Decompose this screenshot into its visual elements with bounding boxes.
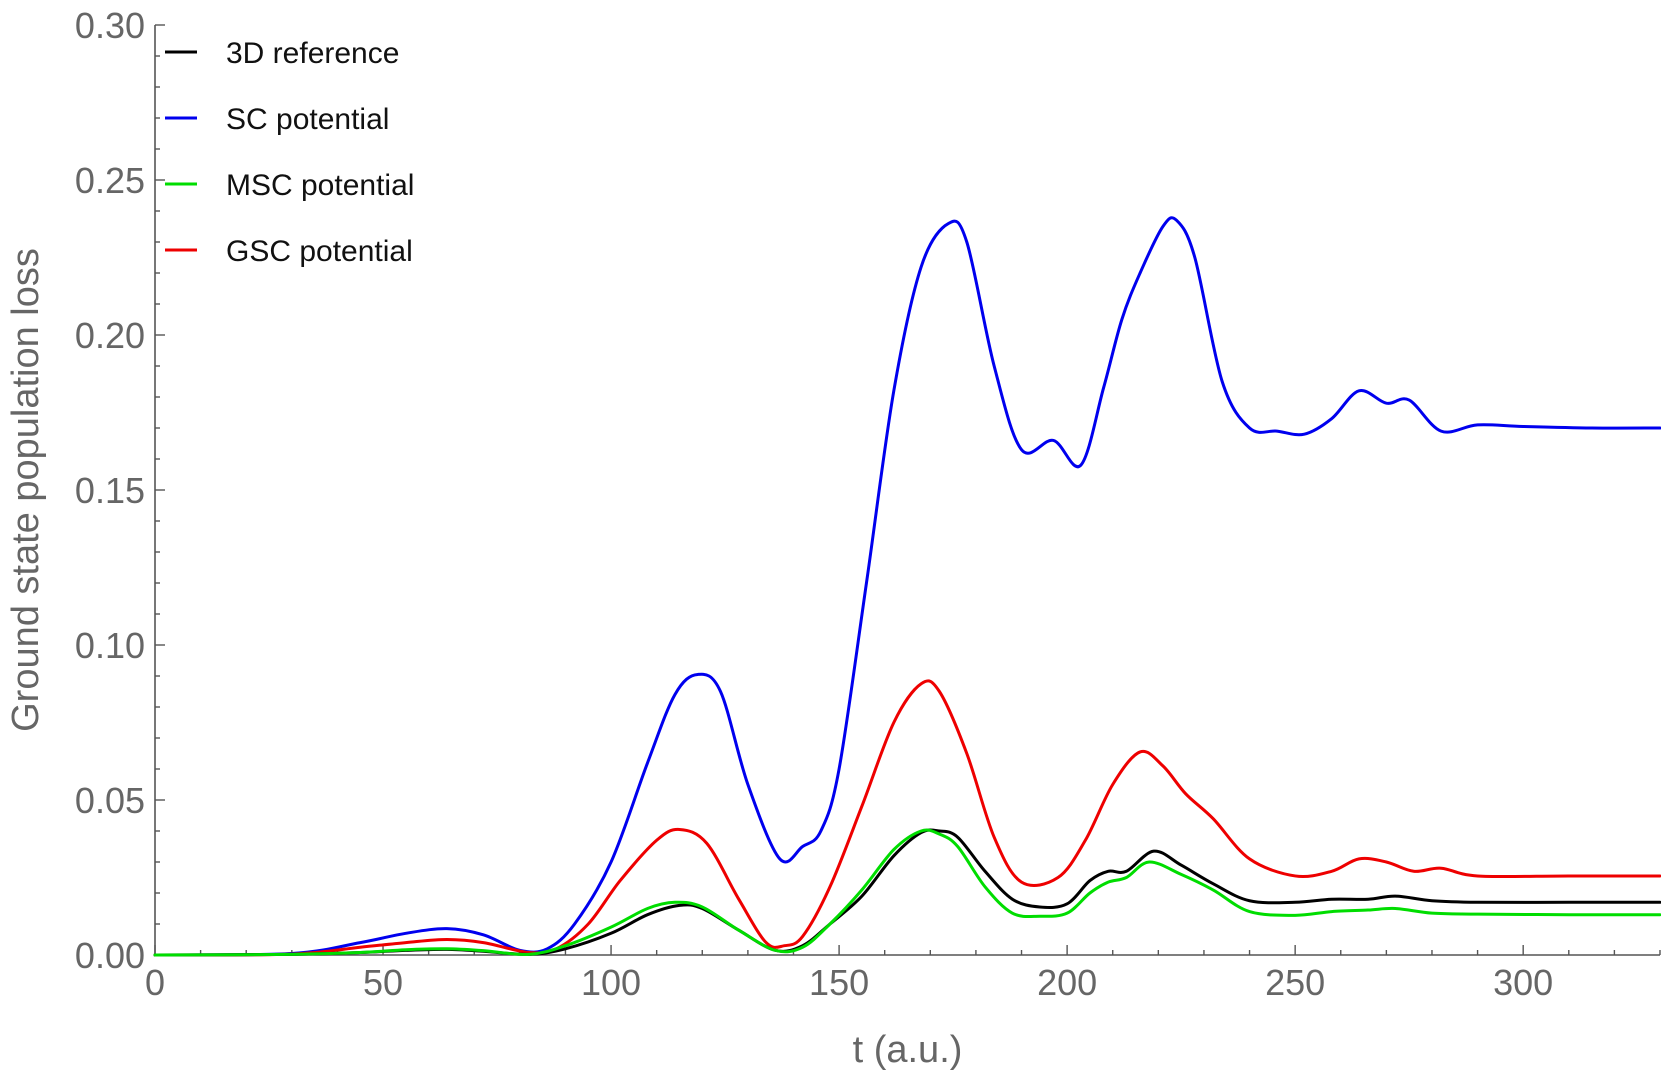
y-ticks: 0.00 0.05 0.10 0.15 0.20 0.25 0.30 xyxy=(75,5,165,976)
x-tick-label: 200 xyxy=(1037,962,1097,1003)
series-group xyxy=(153,216,1661,957)
legend: 3D reference SC potential MSC potential GSC… xyxy=(165,37,414,268)
x-tick-label: 100 xyxy=(581,962,641,1003)
x-ticks: 0 50 100 150 200 250 300 xyxy=(145,945,1661,1003)
y-tick-label: 0.15 xyxy=(75,470,145,511)
y-tick-label: 0.20 xyxy=(75,315,145,356)
x-tick-label: 150 xyxy=(809,962,869,1003)
legend-label-gsc-potential: GSC potential xyxy=(226,235,413,268)
y-tick-label: 0.25 xyxy=(75,160,145,201)
series-line-sc-potential xyxy=(153,216,1661,957)
y-axis-title: Ground state population loss xyxy=(5,248,47,732)
x-tick-label: 250 xyxy=(1265,962,1325,1003)
x-axis-title: t (a.u.) xyxy=(853,1029,963,1071)
series-line-msc-potential xyxy=(153,828,1661,957)
y-tick-label: 0.00 xyxy=(75,935,145,976)
legend-label-sc-potential: SC potential xyxy=(226,103,389,136)
legend-label-3d-reference: 3D reference xyxy=(226,37,399,70)
x-tick-label: 50 xyxy=(363,962,403,1003)
axes xyxy=(154,25,1660,956)
x-tick-label: 300 xyxy=(1493,962,1553,1003)
legend-label-msc-potential: MSC potential xyxy=(226,169,414,202)
y-tick-label: 0.05 xyxy=(75,780,145,821)
y-tick-label: 0.10 xyxy=(75,625,145,666)
y-tick-label: 0.30 xyxy=(75,5,145,46)
x-tick-label: 0 xyxy=(145,962,165,1003)
series-line-3d-reference xyxy=(153,828,1661,957)
